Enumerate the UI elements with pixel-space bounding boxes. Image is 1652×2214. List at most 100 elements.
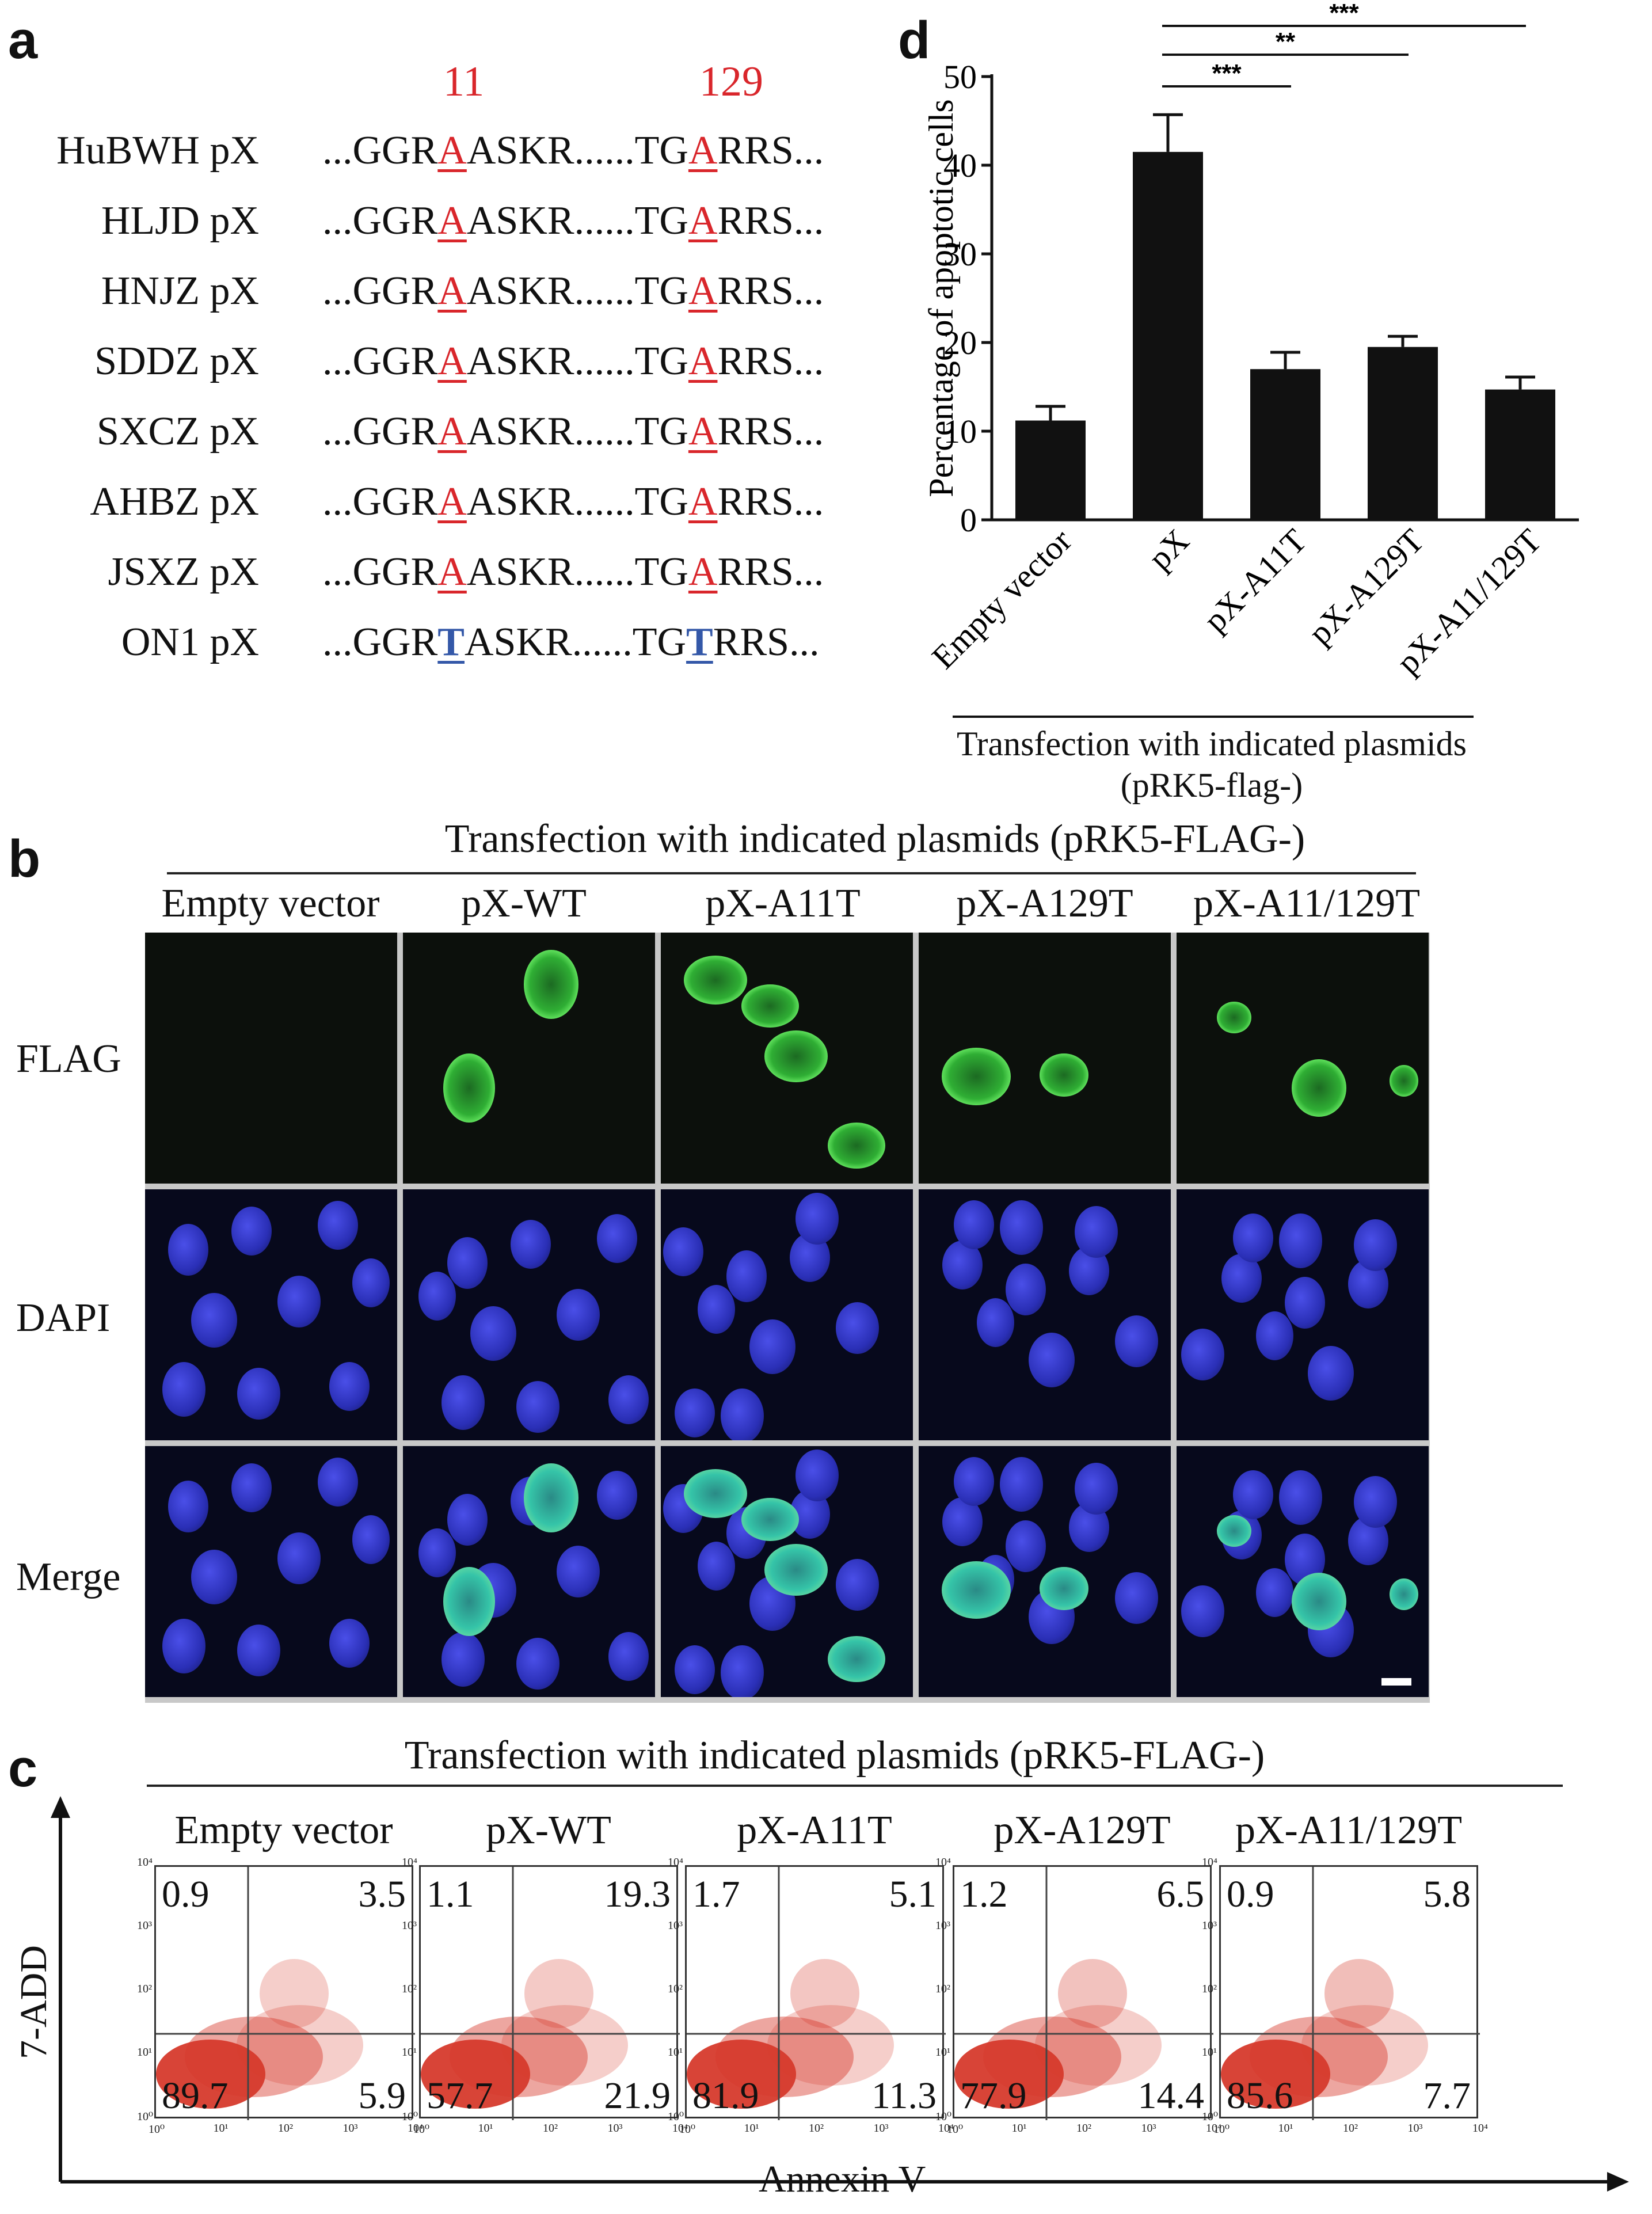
nucleus — [828, 1123, 885, 1169]
sequence-prefix: ...GGR — [322, 409, 438, 454]
sequence-middle: ASKR......TG — [466, 339, 688, 383]
residue-11: A — [437, 269, 467, 313]
micrograph-flag — [919, 933, 1171, 1184]
nucleus — [418, 1528, 456, 1577]
y-tick-label: 10 — [943, 413, 977, 450]
event-density — [1221, 2040, 1330, 2109]
panel-c-header-rule — [147, 1785, 1563, 1787]
sequence-name: SDDZ pX — [94, 339, 259, 383]
micrograph-dapi — [145, 1189, 397, 1440]
x-tick-label: 10³ — [1141, 2122, 1156, 2135]
nucleus — [1040, 1053, 1088, 1097]
x-category-label: pX — [1141, 522, 1196, 577]
nucleus — [675, 1645, 715, 1694]
nucleus — [663, 1227, 703, 1276]
x-tick-label: 10² — [809, 2122, 824, 2135]
flow-plot-title: pX-A11/129T — [1235, 1808, 1463, 1852]
microscopy-column-label: pX-WT — [461, 881, 587, 926]
flow-x-axis-label: Annexin V — [759, 2158, 926, 2200]
x-tick-label: 10⁴ — [408, 2122, 423, 2135]
nucleus — [741, 984, 799, 1028]
significance-label: ** — [1276, 28, 1296, 56]
quadrant-percentage: 5.9 — [358, 2075, 406, 2117]
micrograph-flag — [145, 933, 397, 1184]
nucleus — [318, 1458, 358, 1507]
flow-plot-title: Empty vector — [174, 1808, 393, 1852]
x-tick-label: 10¹ — [213, 2122, 229, 2135]
sequence-prefix: ...GGR — [322, 199, 438, 243]
micrograph-dapi — [403, 1189, 655, 1440]
event-density — [185, 2017, 323, 2097]
nucleus — [942, 1048, 1011, 1105]
y-tick-label: 10⁰ — [137, 2110, 154, 2123]
residue-11: A — [437, 550, 467, 594]
nucleus — [318, 1201, 358, 1250]
x-tick-label: 10² — [278, 2122, 293, 2135]
sequence-text: ...GGRAASKR......TGARRS... — [322, 338, 824, 385]
microscopy-column-label: Empty vector — [161, 881, 380, 926]
nucleus — [1308, 1346, 1354, 1401]
y-tick-label: 10² — [402, 1983, 417, 1995]
quadrant-percentage: 3.5 — [358, 1873, 406, 1915]
nucleus — [1256, 1311, 1293, 1360]
nucleus — [741, 1498, 799, 1541]
event-density — [954, 2040, 1064, 2109]
panel-d-letter: d — [898, 11, 931, 70]
nucleus — [168, 1224, 208, 1276]
y-tick-label: 20 — [943, 324, 977, 362]
x-tick-label: 10⁴ — [938, 2122, 954, 2135]
flow-plot-title: pX-A11T — [737, 1808, 892, 1852]
quadrant-percentage: 5.8 — [1423, 1873, 1471, 1915]
y-tick-label: 10² — [137, 1983, 152, 1995]
x-tick-label: 10⁰ — [413, 2123, 430, 2136]
y-tick-label: 10² — [668, 1983, 683, 1995]
nucleus — [441, 1375, 485, 1430]
event-density — [421, 2040, 530, 2109]
nucleus — [608, 1375, 649, 1424]
nucleus — [443, 1053, 495, 1123]
x-tick-label: 10⁰ — [947, 2123, 964, 2136]
quadrant-percentage: 6.5 — [1156, 1873, 1205, 1915]
residue-129: A — [688, 269, 718, 313]
quadrant-percentage: 89.7 — [162, 2075, 229, 2117]
y-tick-label: 10⁰ — [402, 2110, 418, 2123]
quadrant-percentage: 5.1 — [889, 1873, 937, 1915]
chart-xlabel-line1: Transfection with indicated plasmids — [957, 725, 1467, 763]
nucleus — [597, 1471, 637, 1520]
nucleus — [516, 1638, 559, 1690]
flow-scatter — [954, 1867, 1213, 2120]
flow-scatter — [1221, 1867, 1480, 2120]
flow-plot: 0.9 3.5 89.7 5.9 — [154, 1865, 415, 2120]
quadrant-percentage: 21.9 — [604, 2075, 671, 2117]
nucleus — [557, 1546, 600, 1597]
panel-c-header: Transfection with indicated plasmids (pR… — [404, 1733, 1265, 1778]
nucleus — [447, 1237, 488, 1289]
y-tick-label: 10² — [935, 1983, 950, 1995]
nucleus — [749, 1319, 795, 1374]
sequence-prefix: ...GGR — [322, 550, 438, 594]
residue-11: A — [437, 480, 467, 524]
event-density — [687, 2040, 796, 2109]
micrograph-merge — [661, 1446, 913, 1697]
micrograph-merge — [403, 1446, 655, 1697]
event-density — [260, 1959, 329, 2028]
sequence-middle: ASKR......TG — [466, 409, 688, 454]
sequence-name: HLJD pX — [101, 199, 259, 243]
quadrant-percentage: 1.1 — [427, 1873, 474, 1915]
residue-129: A — [688, 480, 718, 524]
nucleus — [1075, 1463, 1118, 1515]
residue-11: T — [437, 620, 465, 664]
nucleus — [470, 1306, 516, 1361]
microscopy-row-label: DAPI — [16, 1296, 111, 1340]
sequence-middle: ASKR......TG — [466, 269, 688, 313]
nucleus — [698, 1285, 735, 1334]
panel-c-letter: c — [8, 1739, 38, 1798]
x-tick-label: 10³ — [607, 2122, 623, 2135]
y-tick-label: 30 — [943, 235, 977, 273]
quadrant-percentage: 85.6 — [1227, 2075, 1293, 2117]
x-category-label: pX-A11T — [1196, 522, 1314, 639]
y-tick-label: 0 — [960, 501, 977, 539]
sequence-middle: ASKR......TG — [465, 620, 687, 664]
nucleus — [954, 1200, 994, 1249]
x-tick-label: 10⁰ — [149, 2123, 165, 2136]
